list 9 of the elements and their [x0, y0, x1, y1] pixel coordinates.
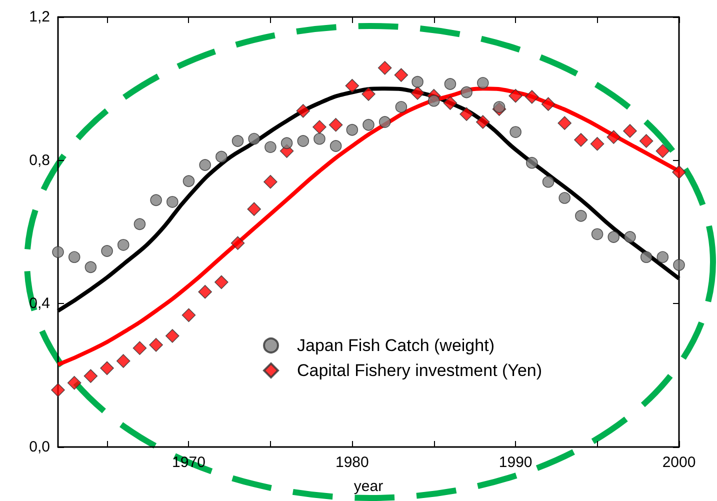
- x-tick-label: 1990: [498, 454, 532, 471]
- legend-label: Capital Fishery investment (Yen): [297, 361, 542, 380]
- y-tick-label: 0,0: [29, 438, 50, 456]
- y-tick-label: 1,2: [29, 8, 50, 26]
- x-tick-label: 1980: [335, 454, 369, 471]
- y-tick-label: 0,8: [29, 152, 50, 169]
- x-axis-title: year: [354, 478, 384, 495]
- x-tick-label: 2000: [662, 454, 696, 471]
- legend-label: Japan Fish Catch (weight): [297, 336, 494, 355]
